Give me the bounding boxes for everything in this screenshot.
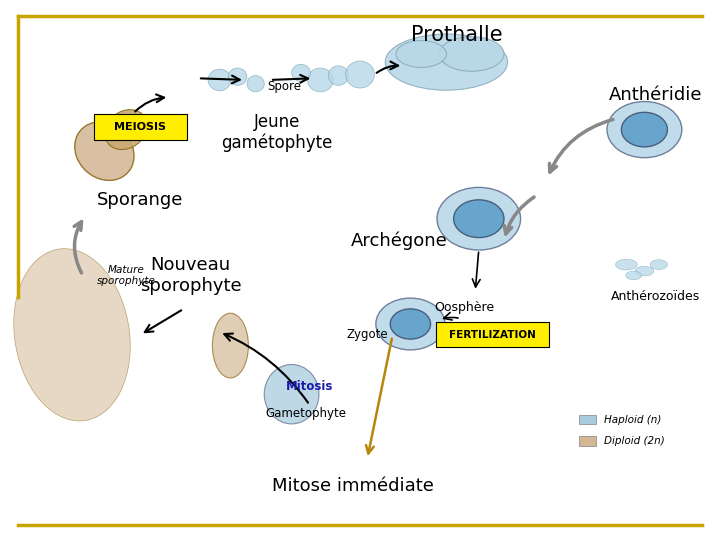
Ellipse shape xyxy=(328,66,348,85)
Text: Mitose immédiate: Mitose immédiate xyxy=(272,477,433,495)
Ellipse shape xyxy=(390,309,431,339)
Ellipse shape xyxy=(346,61,374,88)
FancyBboxPatch shape xyxy=(94,114,187,140)
Ellipse shape xyxy=(650,260,667,269)
Text: Mature
sporophyte: Mature sporophyte xyxy=(96,265,156,286)
Text: Gametophyte: Gametophyte xyxy=(266,407,346,420)
Ellipse shape xyxy=(376,298,445,350)
Text: Haploid (n): Haploid (n) xyxy=(604,415,662,424)
Ellipse shape xyxy=(454,200,504,238)
Text: Spore: Spore xyxy=(267,80,302,93)
Ellipse shape xyxy=(75,122,134,180)
Ellipse shape xyxy=(437,187,521,250)
Ellipse shape xyxy=(208,69,231,91)
Ellipse shape xyxy=(635,266,654,276)
Ellipse shape xyxy=(292,64,310,82)
Ellipse shape xyxy=(616,259,637,270)
Ellipse shape xyxy=(439,37,504,71)
Text: Mitosis: Mitosis xyxy=(286,380,333,393)
Text: Archégone: Archégone xyxy=(351,231,448,249)
Ellipse shape xyxy=(247,76,264,92)
Text: Anthéridie: Anthéridie xyxy=(608,85,702,104)
Ellipse shape xyxy=(626,271,642,280)
Ellipse shape xyxy=(607,102,682,158)
Ellipse shape xyxy=(621,112,667,147)
Ellipse shape xyxy=(228,68,247,85)
FancyBboxPatch shape xyxy=(579,415,596,424)
Ellipse shape xyxy=(212,313,248,378)
Ellipse shape xyxy=(264,364,319,424)
Text: Oosphère: Oosphère xyxy=(434,301,495,314)
FancyBboxPatch shape xyxy=(579,436,596,446)
Ellipse shape xyxy=(105,110,147,150)
Ellipse shape xyxy=(385,34,508,90)
Text: FERTILIZATION: FERTILIZATION xyxy=(449,330,536,340)
Text: Sporange: Sporange xyxy=(97,191,184,209)
Ellipse shape xyxy=(307,68,333,92)
Ellipse shape xyxy=(14,248,130,421)
FancyBboxPatch shape xyxy=(436,322,549,347)
Text: MEIOSIS: MEIOSIS xyxy=(114,123,166,132)
Text: Prothalle: Prothalle xyxy=(411,25,503,45)
Text: Anthérozoïdes: Anthérozoïdes xyxy=(611,291,700,303)
Text: Nouveau
sporophyte: Nouveau sporophyte xyxy=(140,256,242,295)
Text: Zygote: Zygote xyxy=(346,328,388,341)
Ellipse shape xyxy=(396,40,446,68)
Text: Jeune
gamétophyte: Jeune gamétophyte xyxy=(222,113,333,152)
Text: Diploid (2n): Diploid (2n) xyxy=(604,436,665,446)
